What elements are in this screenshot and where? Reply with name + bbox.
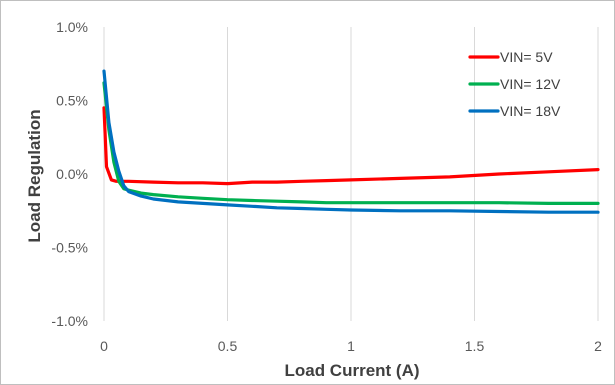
y-tick-label-1: -0.5% xyxy=(51,240,88,256)
legend-label-2: VIN= 18V xyxy=(500,103,561,119)
x-tick-label-0: 0 xyxy=(100,338,108,354)
series-line-2 xyxy=(102,69,600,214)
x-axis-title: Load Current (A) xyxy=(284,361,419,380)
y-tick-label-2: 0.0% xyxy=(56,166,88,182)
y-tick-label-3: 0.5% xyxy=(56,93,88,109)
series-line-1 xyxy=(102,81,600,205)
tick-labels: 0 0.5 1 1.5 2 -1.0% -0.5% 0.0% 0.5% 1.0% xyxy=(51,19,602,354)
y-axis-title: Load Regulation xyxy=(25,109,44,242)
legend-label-0: VIN= 5V xyxy=(500,49,553,65)
x-tick-label-4: 2 xyxy=(594,338,602,354)
x-tick-label-1: 0.5 xyxy=(218,338,238,354)
y-tick-label-4: 1.0% xyxy=(56,19,88,35)
x-tick-label-3: 1.5 xyxy=(465,338,485,354)
x-tick-label-2: 1 xyxy=(347,338,355,354)
series-line-0 xyxy=(102,106,600,186)
legend-label-1: VIN= 12V xyxy=(500,76,561,92)
series-lines xyxy=(102,69,600,214)
legend: VIN= 5V VIN= 12V VIN= 18V xyxy=(468,49,561,119)
y-tick-label-0: -1.0% xyxy=(51,313,88,329)
